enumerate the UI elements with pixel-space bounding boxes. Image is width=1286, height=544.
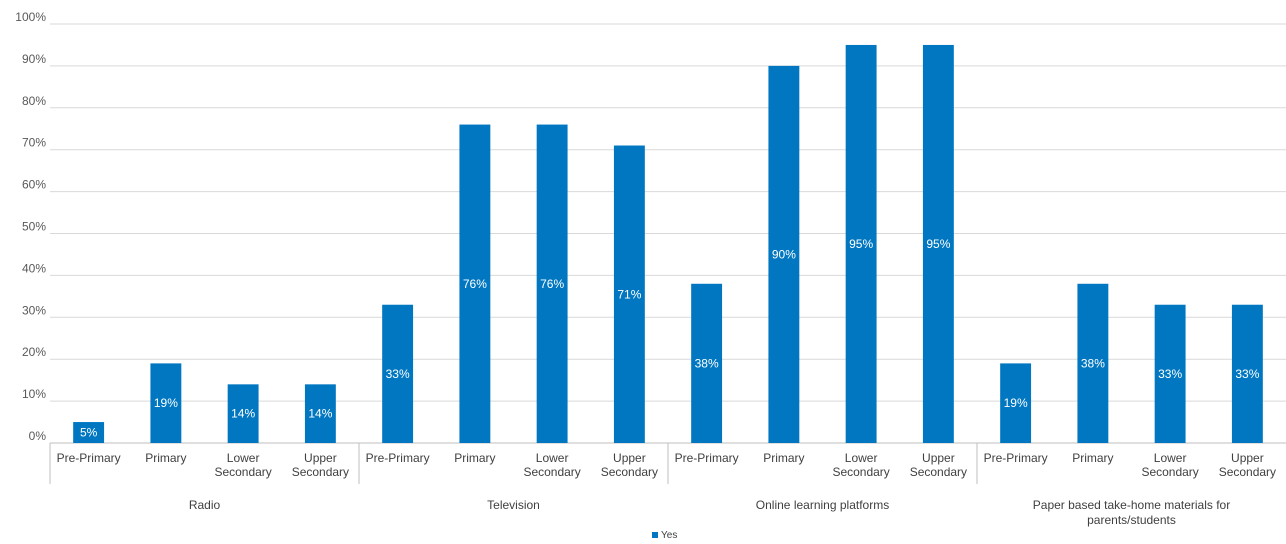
- group-label: Paper based take-home materials for: [1033, 498, 1230, 512]
- data-label: 33%: [1158, 367, 1182, 381]
- x-tick-label: Secondary: [292, 465, 349, 479]
- bar: [922, 44, 954, 443]
- data-label: 38%: [695, 356, 719, 370]
- x-tick-label: Secondary: [910, 465, 967, 479]
- legend-label: Yes: [661, 530, 677, 541]
- bar: [1000, 363, 1032, 443]
- bar: [459, 124, 491, 443]
- x-tick-label: Upper: [613, 451, 646, 465]
- x-tick-label: Secondary: [1141, 465, 1198, 479]
- x-tick-label: Secondary: [832, 465, 889, 479]
- data-label: 14%: [308, 407, 332, 421]
- bar: [536, 124, 568, 443]
- x-tick-label: Upper: [922, 451, 955, 465]
- y-tick-label: 10%: [22, 387, 46, 401]
- data-label: 95%: [926, 237, 950, 251]
- x-tick-label: Secondary: [1219, 465, 1276, 479]
- x-tick-label: Pre-Primary: [57, 451, 121, 465]
- group-label: parents/students: [1087, 513, 1176, 527]
- x-tick-label: Secondary: [214, 465, 271, 479]
- bar: [768, 65, 800, 444]
- data-label: 33%: [1235, 367, 1259, 381]
- x-tick-label: Lower: [1154, 451, 1187, 465]
- y-tick-label: 50%: [22, 220, 46, 234]
- y-tick-label: 100%: [15, 10, 46, 24]
- legend-swatch: [652, 532, 658, 538]
- bar: [73, 422, 105, 443]
- x-tick-label: Pre-Primary: [675, 451, 739, 465]
- y-tick-label: 80%: [22, 94, 46, 108]
- x-tick-label: Lower: [536, 451, 569, 465]
- x-tick-label: Upper: [304, 451, 337, 465]
- bar: [304, 384, 336, 443]
- bar: [150, 363, 182, 443]
- bar: [1154, 304, 1186, 443]
- x-tick-label: Pre-Primary: [984, 451, 1048, 465]
- data-label: 19%: [154, 396, 178, 410]
- x-tick-label: Secondary: [601, 465, 658, 479]
- y-tick-label: 20%: [22, 345, 46, 359]
- y-tick-label: 40%: [22, 261, 46, 275]
- bar: [845, 44, 877, 443]
- data-label: 38%: [1081, 356, 1105, 370]
- bar: [613, 145, 645, 443]
- bar: [691, 283, 723, 443]
- x-tick-label: Lower: [845, 451, 878, 465]
- group-label: Television: [487, 498, 540, 512]
- data-label: 71%: [617, 287, 641, 301]
- data-label: 76%: [463, 277, 487, 291]
- x-tick-label: Lower: [227, 451, 260, 465]
- data-label: 95%: [849, 237, 873, 251]
- data-label: 19%: [1004, 396, 1028, 410]
- x-tick-label: Primary: [1072, 451, 1113, 465]
- x-tick-label: Primary: [763, 451, 804, 465]
- data-label: 5%: [80, 426, 98, 440]
- y-tick-label: 30%: [22, 303, 46, 317]
- data-label: 90%: [772, 247, 796, 261]
- y-tick-label: 0%: [29, 429, 47, 443]
- y-tick-label: 90%: [22, 52, 46, 66]
- x-tick-label: Upper: [1231, 451, 1264, 465]
- y-tick-label: 60%: [22, 178, 46, 192]
- bar: [382, 304, 414, 443]
- bar: [1231, 304, 1263, 443]
- group-label: Radio: [189, 498, 221, 512]
- data-label: 76%: [540, 277, 564, 291]
- group-label: Online learning platforms: [756, 498, 889, 512]
- data-label: 33%: [386, 367, 410, 381]
- data-label: 14%: [231, 407, 255, 421]
- x-tick-label: Pre-Primary: [366, 451, 430, 465]
- x-tick-label: Primary: [145, 451, 186, 465]
- x-tick-label: Primary: [454, 451, 495, 465]
- y-tick-label: 70%: [22, 136, 46, 150]
- bar: [1077, 283, 1109, 443]
- x-tick-label: Secondary: [523, 465, 580, 479]
- bar: [227, 384, 259, 443]
